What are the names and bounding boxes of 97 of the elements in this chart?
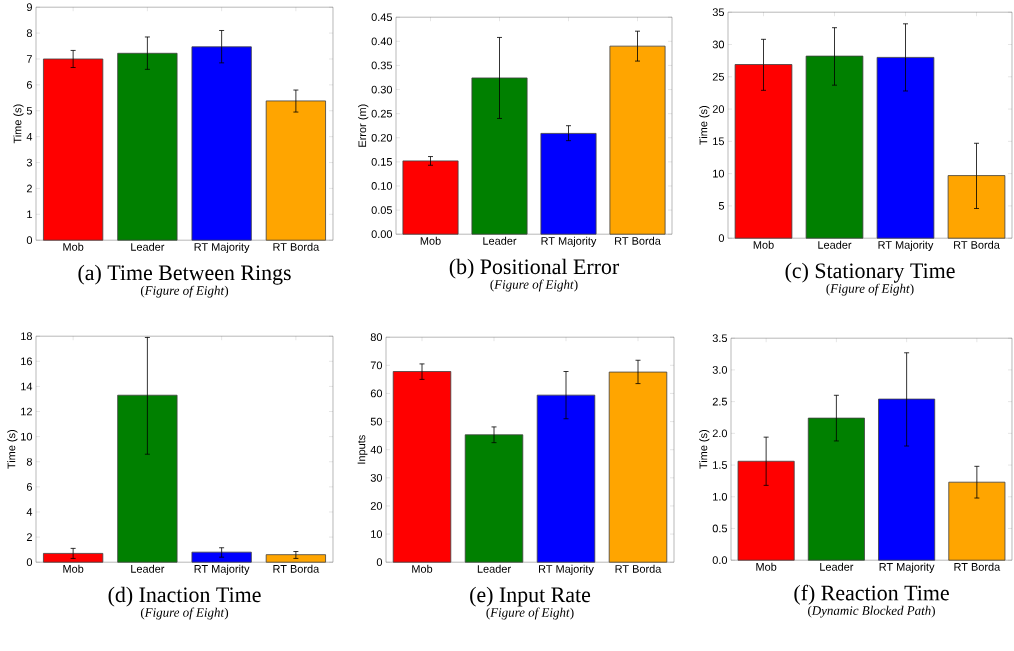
y-tick-label: 0.20: [371, 133, 393, 142]
text: (Figure of Eight): [140, 285, 229, 298]
text: (b) Positional Error: [449, 258, 620, 279]
y-tick-label: 2.5: [712, 397, 728, 406]
y-tick-label: 30: [370, 473, 383, 482]
x-tick-label: RT Borda: [273, 564, 320, 573]
y-tick-label: 0: [26, 236, 33, 244]
x-tick-label: Leader: [483, 236, 517, 245]
text: (c) Stationary Time: [785, 262, 955, 283]
y-tick-label: 0.35: [371, 61, 393, 70]
x-tick-label: RT Majority: [878, 240, 934, 251]
y-tick-label: 70: [370, 361, 383, 370]
text: (Figure of Eight): [826, 283, 914, 296]
y-tick-label: 6: [26, 482, 32, 491]
y-tick-label: 0.40: [371, 37, 393, 46]
y-tick-label: 3.0: [712, 365, 728, 374]
y-tick-label: 0: [718, 234, 725, 242]
x-tick-label: Mob: [420, 236, 441, 245]
x-tick-label: Leader: [131, 242, 165, 251]
y-tick-label: 0.25: [371, 109, 393, 118]
y-tick-label: 9: [26, 3, 32, 11]
y-tick-label: 1: [27, 210, 32, 218]
x-tick-label: Mob: [63, 564, 84, 573]
y-tick-label: 10: [371, 530, 383, 538]
y-tick-label: 2: [26, 184, 32, 193]
text: (Figure of Eight): [490, 279, 578, 292]
y-tick-label: 1.0: [713, 492, 728, 501]
y-tick-label: 2: [26, 533, 32, 541]
y-tick-label: 0.15: [371, 157, 393, 166]
y-tick-label: 5: [26, 106, 33, 115]
y-tick-label: 35: [712, 8, 725, 16]
y-tick-label: 18: [21, 332, 32, 340]
y-tick-label: 1.5: [713, 461, 728, 469]
y-tick-label: 0: [26, 558, 33, 566]
text: (a) Time Between Rings: [78, 264, 291, 285]
y-tick-label: 8: [26, 457, 32, 466]
x-tick-label: Leader: [131, 564, 165, 573]
y-tick-label: 0.10: [371, 182, 393, 190]
x-tick-label: RT Borda: [615, 564, 662, 573]
y-tick-label: 50: [370, 417, 383, 426]
y-tick-label: 0.05: [371, 206, 393, 214]
x-tick-label: Mob: [753, 240, 774, 249]
y-axis-title: Inputs: [357, 435, 368, 464]
text: (Dynamic Blocked Path): [808, 605, 935, 618]
y-axis-title: Time (s): [699, 105, 710, 145]
x-tick-label: RT Borda: [954, 562, 1001, 571]
x-tick-label: RT Majority: [194, 564, 250, 575]
y-tick-label: 40: [370, 445, 383, 454]
y-tick-label: 10: [21, 432, 33, 441]
y-tick-label: 0.00: [371, 230, 393, 238]
x-tick-label: RT Majority: [539, 564, 594, 575]
text: (e) Input Rate: [470, 586, 591, 607]
text: (Figure of Eight): [140, 607, 229, 620]
y-tick-label: 14: [21, 382, 33, 391]
y-tick-label: 6: [26, 80, 32, 89]
y-tick-label: 2.0: [712, 429, 728, 438]
y-tick-label: 4: [26, 132, 33, 141]
y-tick-label: 3: [26, 158, 32, 167]
x-tick-label: RT Majority: [541, 236, 597, 247]
x-tick-label: Leader: [477, 564, 511, 573]
x-tick-label: RT Majority: [879, 562, 935, 573]
y-axis-title: Time (s): [699, 429, 710, 469]
x-tick-label: RT Borda: [273, 242, 320, 251]
y-tick-label: 20: [712, 105, 725, 113]
y-tick-label: 5: [718, 202, 725, 210]
x-tick-label: Leader: [818, 240, 852, 249]
x-tick-label: Mob: [756, 562, 777, 571]
x-tick-label: Mob: [412, 564, 433, 573]
y-tick-label: 12: [21, 407, 32, 416]
text: (f) Reaction Time: [794, 584, 949, 605]
y-tick-label: 3.5: [712, 334, 728, 342]
x-tick-label: RT Borda: [615, 236, 661, 245]
y-tick-label: 8: [26, 29, 32, 37]
y-axis-title: Time (s): [13, 104, 24, 144]
y-tick-label: 15: [713, 137, 725, 146]
text: (d) Inaction Time: [108, 586, 261, 607]
y-tick-label: 30: [712, 40, 725, 49]
y-tick-label: 0.30: [371, 85, 393, 94]
x-tick-label: Leader: [820, 562, 854, 571]
y-tick-label: 0.0: [712, 556, 728, 564]
y-axis-title: Time (s): [7, 429, 18, 469]
y-tick-label: 80: [370, 333, 383, 341]
y-tick-label: 4: [26, 508, 33, 516]
y-tick-label: 0: [376, 558, 383, 566]
y-tick-label: 20: [370, 501, 383, 510]
y-tick-label: 0.45: [371, 13, 393, 21]
x-tick-label: RT Borda: [954, 240, 1000, 249]
y-axis-title: Error (m): [358, 104, 369, 147]
y-tick-label: 7: [26, 55, 32, 63]
y-tick-label: 25: [712, 72, 725, 81]
text: (Figure of Eight): [486, 607, 574, 620]
y-tick-label: 0.5: [712, 524, 728, 533]
y-tick-label: 10: [713, 169, 725, 178]
y-tick-label: 60: [370, 389, 383, 398]
x-tick-label: Mob: [63, 242, 84, 251]
y-tick-label: 16: [21, 357, 32, 366]
x-tick-label: RT Majority: [194, 242, 250, 253]
